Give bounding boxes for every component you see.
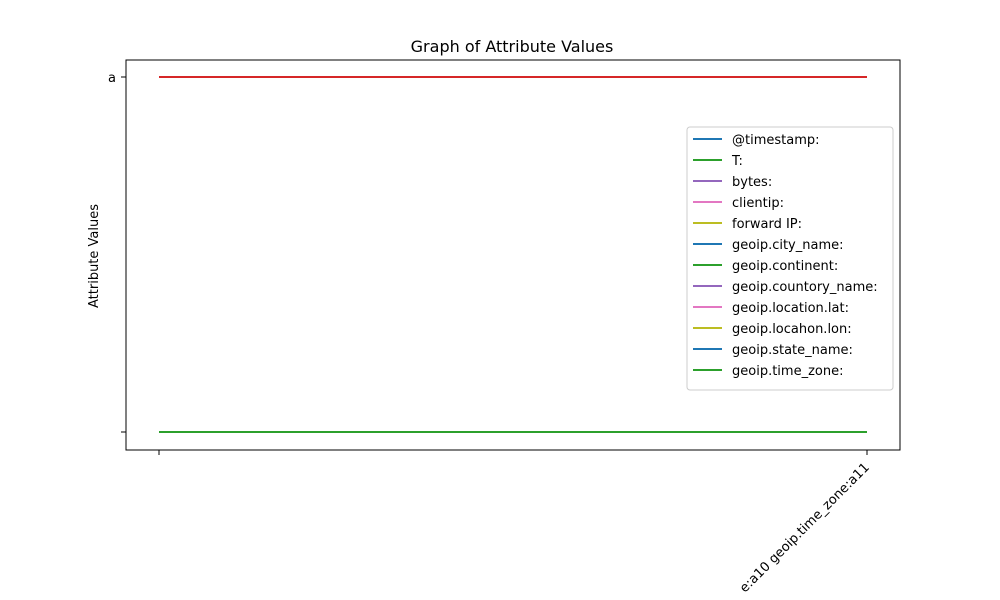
legend-label: geoip.locahon.lon: — [732, 322, 852, 337]
legend-label: geoip.countory_name: — [732, 280, 878, 295]
legend-label: geoip.city_name: — [732, 238, 844, 253]
legend-label: T: — [731, 154, 743, 169]
series-lines — [159, 76, 867, 433]
legend-label: clientip: — [732, 196, 784, 211]
y-tick-label: a — [108, 71, 116, 86]
legend-label: geoip.time_zone: — [732, 364, 843, 379]
legend-label: geoip.state_name: — [732, 343, 853, 358]
x-tick-label: e:a10 geoip.time_zone:a11 — [737, 460, 873, 596]
plot-area-frame — [125, 59, 901, 451]
legend-label: @timestamp: — [732, 133, 820, 148]
legend-label: bytes: — [732, 175, 772, 190]
legend-label: geoip.location.lat: — [732, 301, 849, 316]
chart-title: Graph of Attribute Values — [411, 37, 614, 56]
legend: @timestamp: T: bytes: clientip: forward IP: g… — [686, 126, 894, 391]
legend-label: geoip.continent: — [732, 259, 838, 274]
legend-label: forward IP: — [732, 217, 802, 232]
y-axis-label: Attribute Values — [87, 204, 102, 308]
legend-box — [686, 126, 894, 391]
